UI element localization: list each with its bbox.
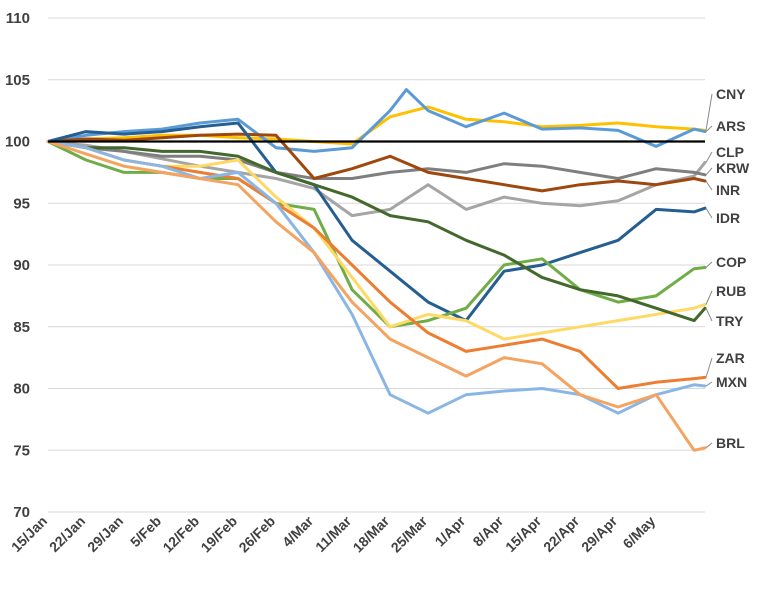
- label-leader-cop: [705, 261, 713, 268]
- x-tick-label: 22/Jan: [46, 513, 88, 555]
- series-line-ars: [46, 88, 707, 153]
- label-leader-cny: [705, 93, 713, 131]
- label-leader-mxn: [705, 381, 713, 387]
- y-tick-label: 70: [13, 504, 30, 521]
- x-tick-label: 11/Mar: [312, 512, 355, 555]
- y-tick-label: 75: [13, 442, 30, 459]
- x-tick-label: 19/Feb: [197, 513, 240, 556]
- label-leader-ars: [705, 125, 713, 132]
- series-line-krw: [46, 140, 707, 180]
- series-label-cny: CNY: [716, 86, 746, 102]
- label-leader-brl: [705, 442, 713, 449]
- series-label-mxn: MXN: [716, 374, 747, 390]
- series-label-cop: COP: [716, 254, 746, 270]
- series-label-krw: KRW: [716, 160, 750, 176]
- x-tick-label: 22/Apr: [540, 512, 583, 555]
- y-tick-label: 105: [5, 72, 30, 89]
- x-tick-label: 6/May: [619, 513, 658, 552]
- label-leader-krw: [705, 167, 713, 176]
- label-leader-inr: [705, 180, 713, 191]
- series-line-mxn: [46, 140, 707, 415]
- x-tick-label: 29/Apr: [578, 512, 621, 555]
- x-tick-label: 29/Jan: [84, 513, 126, 555]
- series-line-idr: [46, 121, 707, 323]
- series-line-inr: [46, 132, 707, 193]
- x-tick-label: 4/Mar: [279, 512, 317, 550]
- label-leader-rub: [705, 290, 713, 305]
- label-leader-try: [705, 307, 713, 322]
- series-line-try: [46, 140, 707, 323]
- series-line-clp: [46, 140, 707, 218]
- series-label-try: TRY: [716, 313, 744, 329]
- label-leader-idr: [705, 207, 713, 219]
- series-label-rub: RUB: [716, 283, 746, 299]
- y-tick-label: 100: [5, 134, 30, 151]
- x-tick-label: 26/Feb: [235, 513, 278, 556]
- series-label-inr: INR: [716, 182, 740, 198]
- series-label-zar: ZAR: [716, 350, 745, 366]
- series-label-idr: IDR: [716, 210, 740, 226]
- series-label-clp: CLP: [716, 144, 744, 160]
- x-tick-label: 1/Apr: [432, 512, 469, 549]
- y-axis-tick-labels: 70 75 80 85 90 95 100 105 110: [5, 10, 30, 521]
- label-leader-zar: [705, 357, 713, 378]
- y-tick-label: 80: [13, 381, 30, 398]
- y-tick-label: 95: [13, 195, 30, 212]
- x-tick-label: 18/Mar: [350, 512, 393, 555]
- y-tick-label: 110: [6, 10, 30, 27]
- series-lines: [46, 88, 707, 452]
- x-tick-label: 12/Feb: [159, 513, 202, 556]
- series-label-brl: BRL: [716, 435, 745, 451]
- label-leader-clp: [705, 151, 713, 163]
- y-tick-label: 85: [13, 319, 30, 336]
- x-tick-label: 25/Mar: [388, 512, 431, 555]
- series-line-brl: [46, 140, 707, 452]
- series-label-ars: ARS: [716, 118, 746, 134]
- series-line-cny: [46, 105, 707, 146]
- x-tick-label: 15/Apr: [502, 512, 545, 555]
- y-tick-label: 90: [13, 257, 30, 274]
- y-gridlines: [48, 17, 705, 513]
